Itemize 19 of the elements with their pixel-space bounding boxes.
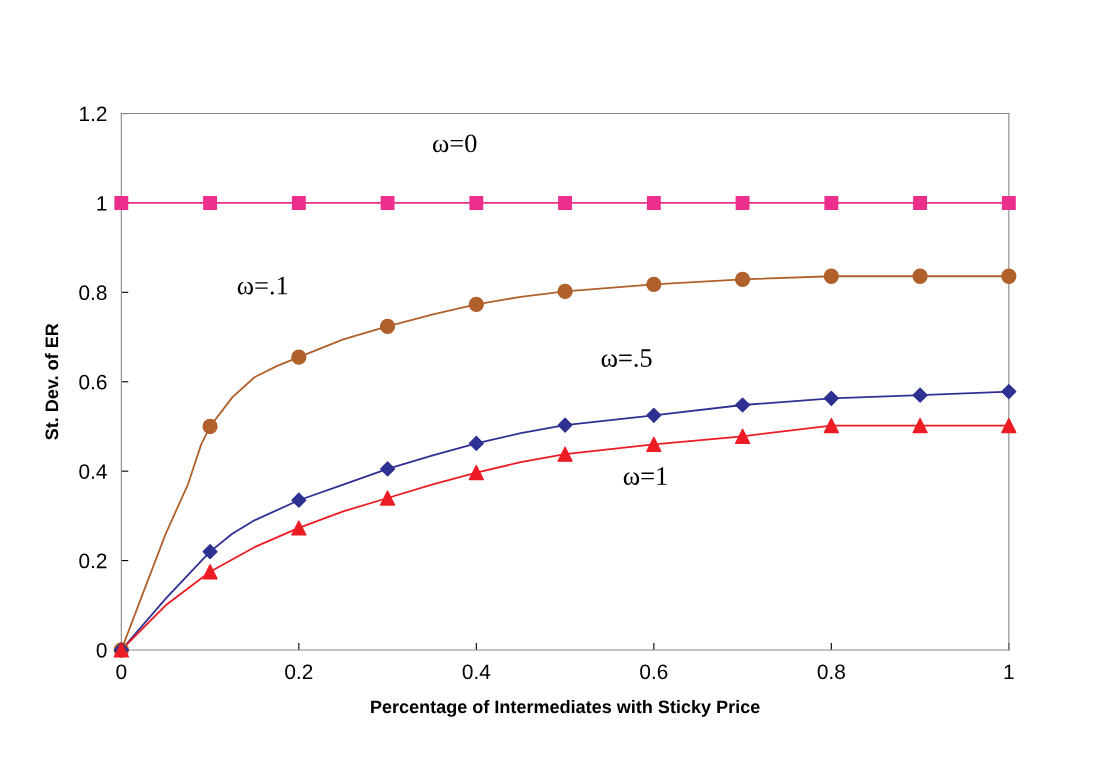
x-tick-label: 0.6 [640, 664, 668, 680]
series-label: ω=.5 [601, 349, 652, 368]
series-label: ω=1 [623, 467, 667, 485]
y-tick-label: 0.6 [79, 374, 107, 390]
y-axis-title: St. Dev. of ER [44, 323, 59, 440]
y-tick-label: 0.8 [79, 285, 107, 301]
x-tick-label: 1 [1004, 664, 1014, 679]
y-tick-label: 0.2 [79, 553, 107, 569]
series-label: ω=0 [432, 134, 477, 153]
y-tick-label: 1 [97, 196, 107, 211]
x-axis-title: Percentage of Intermediates with Sticky Price [371, 699, 760, 717]
y-tick-label: 1.2 [80, 106, 107, 122]
text: ω=.1 [237, 276, 288, 295]
x-tick-label: 0.8 [817, 664, 845, 680]
x-tick-label: 0 [116, 664, 127, 680]
y-tick-label: 0.4 [79, 464, 107, 479]
y-tick-label: 0 [96, 642, 107, 658]
x-tick-label: 0.4 [462, 664, 491, 680]
x-tick-label: 0.2 [285, 664, 313, 680]
